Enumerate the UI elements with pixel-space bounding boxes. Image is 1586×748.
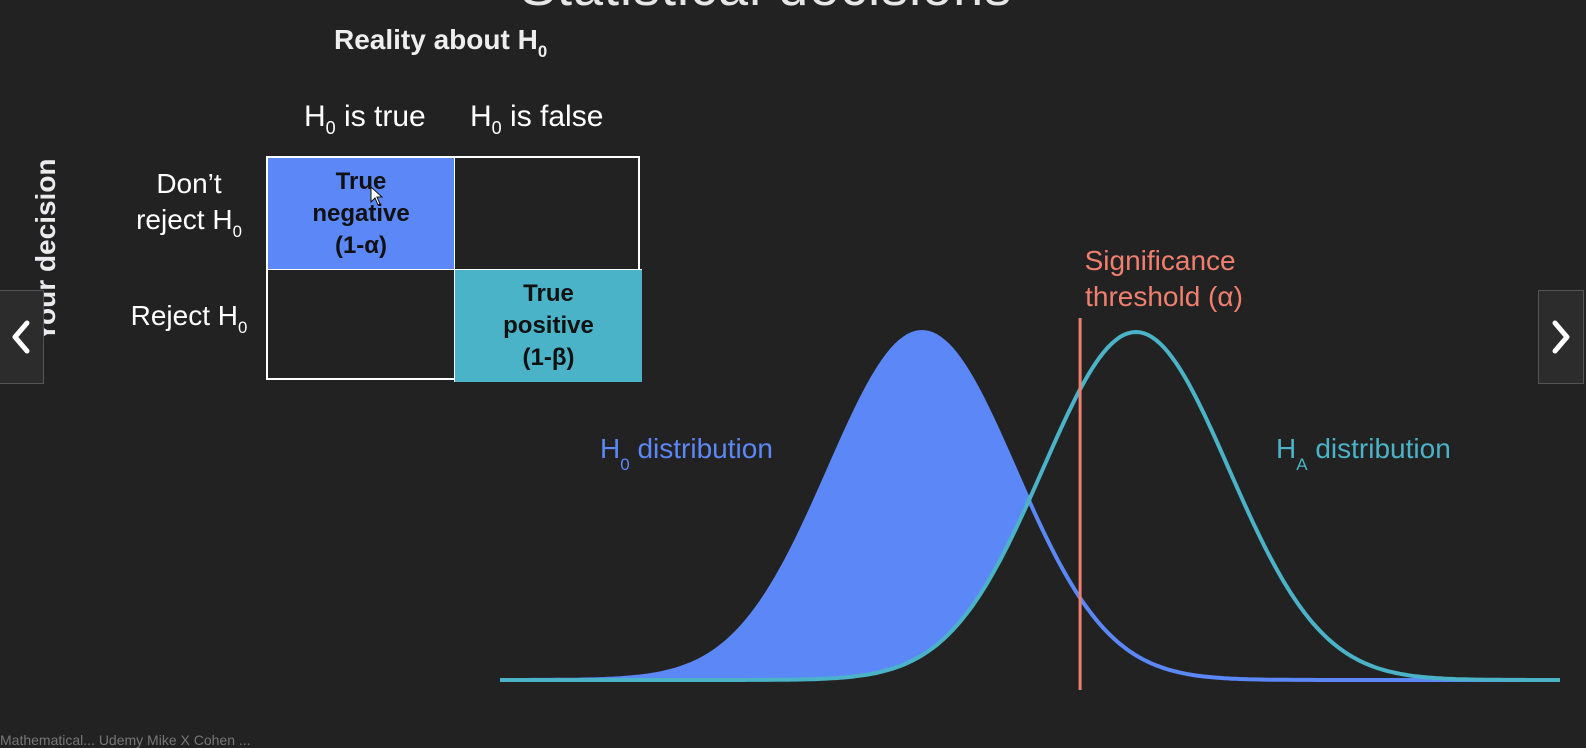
h0-overlap-fill — [500, 332, 1028, 680]
ha-distribution-label: HA distribution — [1276, 433, 1451, 474]
column-header-h0-false: H0 is false — [470, 100, 604, 139]
row-header-reject: Reject H0 — [130, 300, 248, 337]
cell-false-negative — [455, 158, 642, 270]
h0-distribution-label: H0 distribution — [600, 433, 773, 474]
cell-true-positive: True positive (1-β) — [455, 270, 642, 382]
decision-matrix: True negative (1-α) True positive (1-β) — [266, 156, 642, 382]
footer-caption: Mathematical... Udemy Mike X Cohen ... — [0, 732, 251, 748]
chevron-left-icon — [12, 320, 30, 354]
ha-curve — [500, 329, 1560, 682]
previous-slide-button[interactable] — [0, 290, 44, 384]
significance-threshold-label: Significance threshold (α) — [1085, 245, 1244, 312]
chevron-right-icon — [1552, 320, 1570, 354]
row-header-dont-reject: Don’t reject H0 — [136, 168, 242, 241]
column-header-h0-true: H0 is true — [304, 100, 426, 139]
mouse-cursor-icon — [370, 186, 384, 206]
reality-heading: Reality about H0 — [334, 24, 548, 61]
next-slide-button[interactable] — [1538, 290, 1584, 384]
h0-curve — [500, 330, 1560, 682]
slide-title: Statistical decisions — [520, 0, 1012, 18]
cell-true-negative: True negative (1-α) — [268, 158, 455, 270]
cell-false-positive — [268, 270, 455, 382]
